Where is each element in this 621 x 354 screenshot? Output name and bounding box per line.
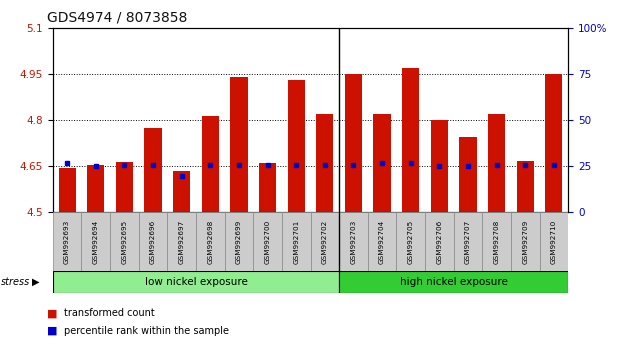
Bar [225,212,253,271]
Bar [483,212,511,271]
Text: high nickel exposure: high nickel exposure [400,277,507,287]
Bar [230,78,248,212]
Text: GSM992697: GSM992697 [179,219,184,264]
Bar [460,137,476,212]
Text: GSM992706: GSM992706 [437,219,442,264]
Bar [282,212,310,271]
Bar [138,212,167,271]
Bar [488,114,505,212]
Bar [310,212,339,271]
Text: ■: ■ [47,326,57,336]
Bar [87,165,104,212]
Bar [368,212,396,271]
Text: GSM992696: GSM992696 [150,219,156,264]
Bar [173,171,190,212]
Text: GDS4974 / 8073858: GDS4974 / 8073858 [47,11,187,25]
Bar [288,80,305,212]
Text: GSM992707: GSM992707 [465,219,471,264]
Bar [540,212,568,271]
Text: GSM992702: GSM992702 [322,219,328,264]
Bar [81,212,110,271]
Bar [425,212,454,271]
Bar [511,212,540,271]
Bar [316,114,333,212]
Text: GSM992694: GSM992694 [93,219,99,264]
Bar [167,212,196,271]
Bar [202,116,219,212]
Bar [339,271,568,293]
Text: GSM992705: GSM992705 [408,219,414,264]
Bar [396,212,425,271]
Bar [545,74,563,212]
Text: ■: ■ [47,308,57,318]
Text: low nickel exposure: low nickel exposure [145,277,247,287]
Bar [454,212,483,271]
Bar [259,163,276,212]
Bar [373,114,391,212]
Text: GSM992693: GSM992693 [64,219,70,264]
Bar [110,212,138,271]
Bar [196,212,225,271]
Bar [517,161,534,212]
Text: stress: stress [1,277,30,287]
Bar [53,212,81,271]
Text: GSM992698: GSM992698 [207,219,213,264]
Text: transformed count: transformed count [64,308,155,318]
Text: GSM992695: GSM992695 [121,219,127,264]
Text: GSM992709: GSM992709 [522,219,528,264]
Bar [145,128,161,212]
Text: percentile rank within the sample: percentile rank within the sample [64,326,229,336]
Text: GSM992710: GSM992710 [551,219,557,264]
Bar [53,271,339,293]
Text: GSM992700: GSM992700 [265,219,271,264]
Bar [431,120,448,212]
Text: ▶: ▶ [32,277,40,287]
Bar [345,74,362,212]
Bar [116,162,133,212]
Bar [339,212,368,271]
Text: GSM992704: GSM992704 [379,219,385,264]
Text: GSM992703: GSM992703 [350,219,356,264]
Bar [402,68,419,212]
Text: GSM992699: GSM992699 [236,219,242,264]
Text: GSM992701: GSM992701 [293,219,299,264]
Bar [253,212,282,271]
Bar [58,168,76,212]
Text: GSM992708: GSM992708 [494,219,500,264]
